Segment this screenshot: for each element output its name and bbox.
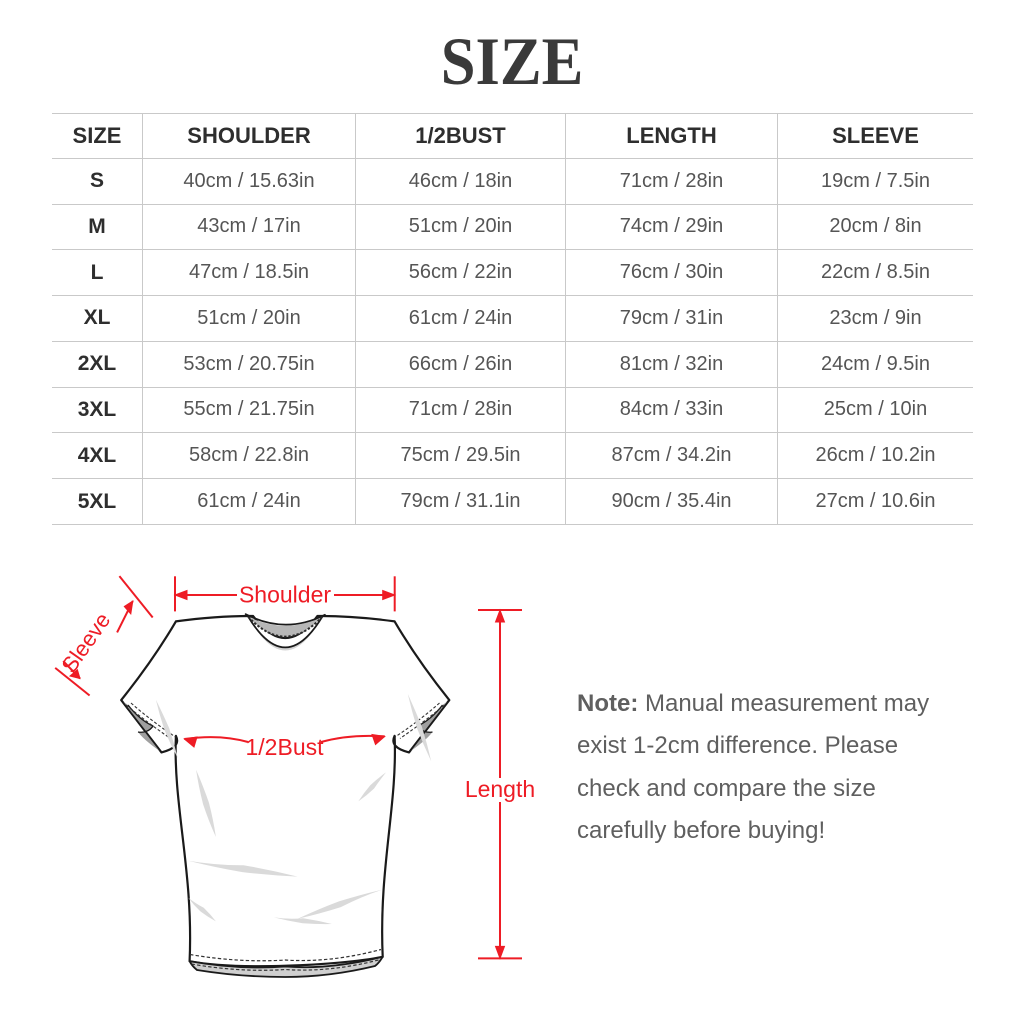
svg-text:Shoulder: Shoulder (239, 582, 331, 608)
svg-text:Length: Length (465, 776, 535, 802)
svg-text:1/2Bust: 1/2Bust (246, 734, 325, 760)
